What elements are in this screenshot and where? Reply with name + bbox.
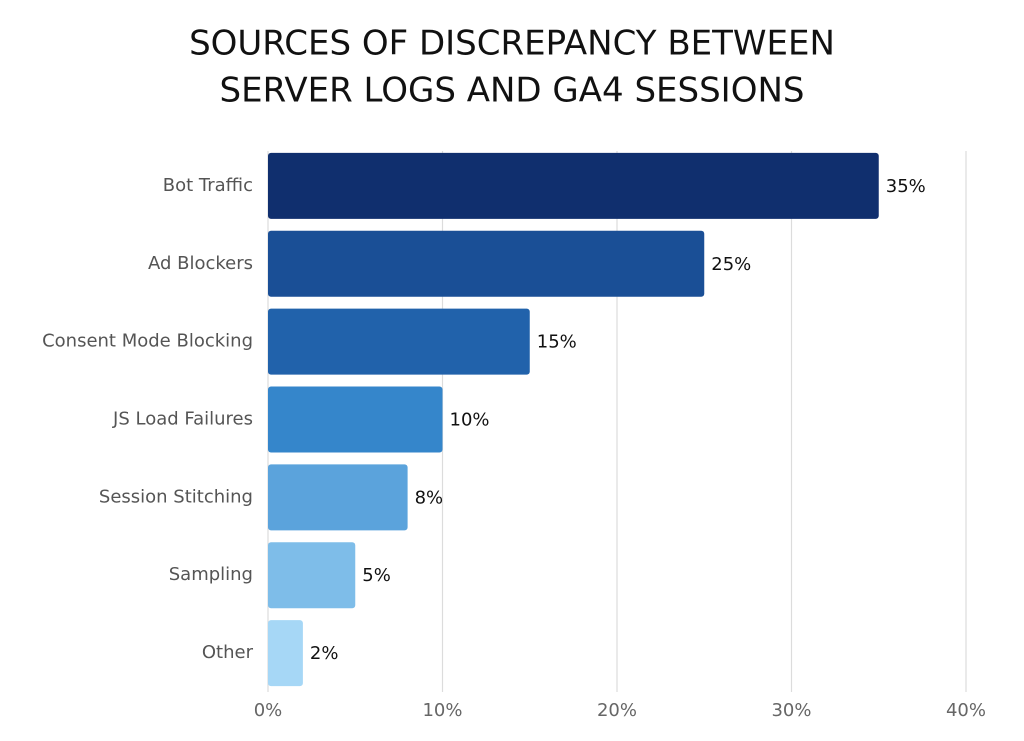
x-tick-label: 20% (597, 700, 637, 721)
x-tick-label: 10% (422, 700, 462, 721)
bar (268, 230, 705, 297)
value-label: 2% (310, 643, 339, 664)
value-label: 35% (886, 176, 926, 197)
bar (268, 620, 303, 687)
y-tick-label: JS Load Failures (112, 409, 253, 430)
bar (268, 542, 356, 609)
value-label: 8% (415, 487, 444, 508)
y-tick-label: Sampling (169, 564, 253, 585)
bar (268, 308, 530, 375)
value-label: 15% (537, 332, 577, 353)
x-tick-label: 0% (254, 700, 283, 721)
y-tick-label: Other (202, 642, 254, 663)
y-tick-label: Consent Mode Blocking (42, 331, 253, 352)
y-tick-label: Session Stitching (99, 486, 253, 507)
value-label: 5% (362, 565, 391, 586)
value-label: 25% (711, 254, 751, 275)
x-tick-label: 30% (771, 700, 811, 721)
bar (268, 152, 879, 219)
y-tick-label: Bot Traffic (163, 175, 253, 196)
bar (268, 386, 443, 453)
bar (268, 464, 408, 531)
chart-title: SOURCES OF DISCREPANCY BETWEEN (189, 24, 835, 64)
value-label: 10% (450, 410, 490, 431)
x-tick-label: 40% (946, 700, 986, 721)
chart-title: SERVER LOGS AND GA4 SESSIONS (220, 71, 805, 111)
y-tick-label: Ad Blockers (148, 253, 253, 274)
